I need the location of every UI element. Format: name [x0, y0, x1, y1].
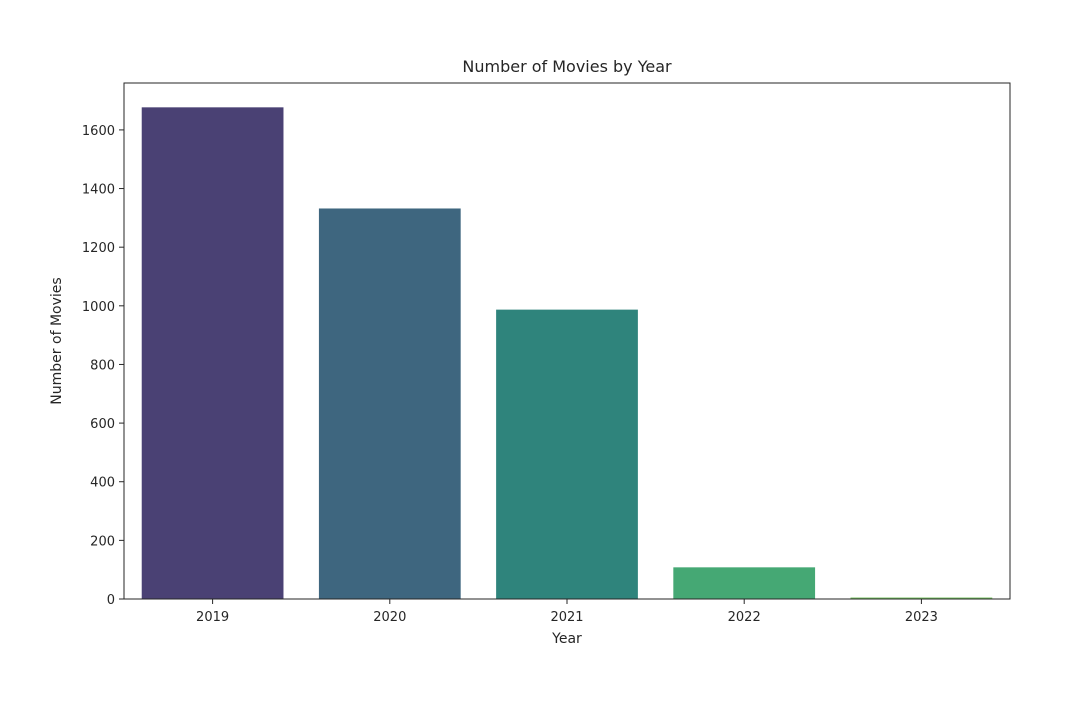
x-tick-label: 2023: [905, 610, 938, 625]
x-axis-label: Year: [551, 631, 582, 647]
x-axis-ticks: 2019 2020 2021 2022 2023: [196, 599, 938, 625]
x-tick-label: 2022: [728, 610, 761, 625]
y-axis-label: Number of Movies: [49, 277, 65, 404]
x-tick-label: 2020: [373, 610, 406, 625]
x-tick-label: 2019: [196, 610, 229, 625]
bar-2023: [850, 597, 993, 599]
y-tick-label: 800: [90, 358, 115, 373]
y-tick-label: 1600: [82, 124, 115, 139]
bar-2021: [496, 309, 638, 599]
y-tick-label: 600: [90, 417, 115, 432]
bars-group: [141, 107, 993, 599]
y-tick-label: 1400: [82, 183, 115, 198]
chart-title: Number of Movies by Year: [462, 57, 672, 76]
y-tick-label: 1200: [82, 241, 115, 256]
y-axis-ticks: 0 200 400 600 800 1000 1200 1400 1600: [82, 124, 124, 608]
x-tick-label: 2021: [550, 610, 583, 625]
bar-2019: [141, 107, 284, 599]
y-tick-label: 400: [90, 476, 115, 491]
y-tick-label: 0: [107, 593, 115, 608]
bar-2022: [673, 567, 816, 599]
y-tick-label: 200: [90, 534, 115, 549]
y-tick-label: 1000: [82, 300, 115, 315]
bar-2020: [318, 208, 461, 599]
